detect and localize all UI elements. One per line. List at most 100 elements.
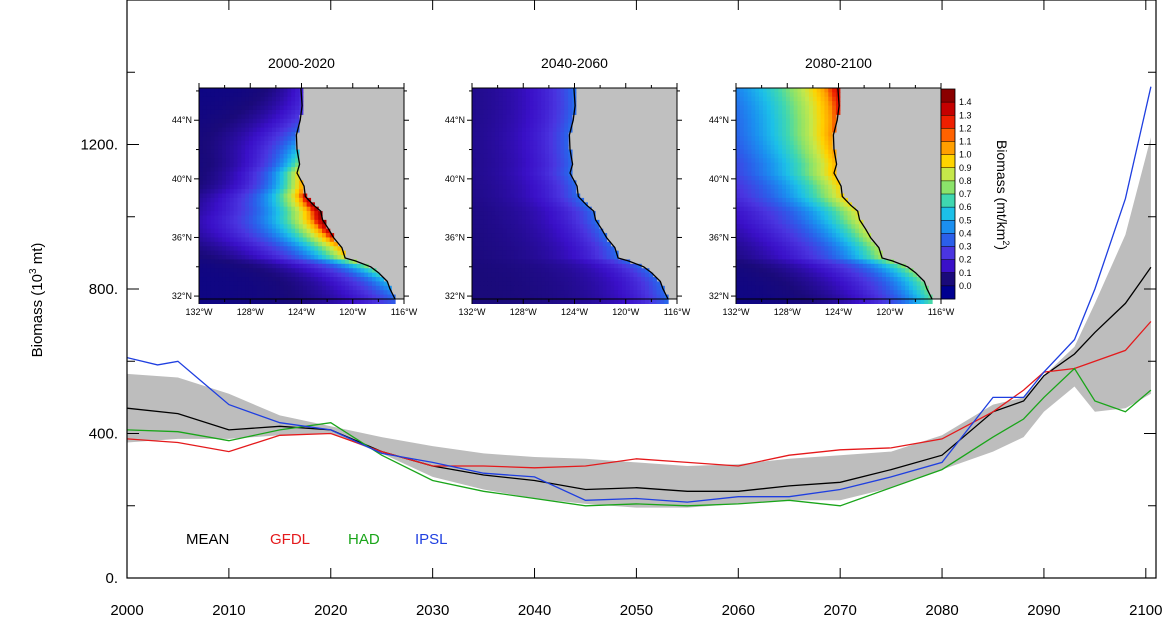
grid-cell — [743, 237, 749, 243]
grid-cell — [824, 263, 829, 269]
grid-cell — [502, 114, 508, 120]
grid-cell — [472, 241, 477, 247]
grid-cell — [506, 105, 512, 111]
grid-cell — [812, 197, 818, 203]
grid-cell — [885, 263, 891, 269]
grid-cell — [256, 92, 262, 98]
grid-cell — [652, 281, 658, 287]
grid-cell — [241, 250, 246, 256]
grid-cell — [560, 140, 565, 146]
grid-cell — [475, 272, 481, 278]
grid-cell — [283, 299, 288, 304]
grid-cell — [778, 171, 783, 177]
grid-cell — [805, 153, 810, 159]
grid-cell — [908, 272, 914, 278]
grid-cell — [743, 193, 749, 199]
grid-cell — [222, 224, 227, 230]
grid-cell — [248, 175, 254, 181]
grid-cell — [206, 189, 212, 195]
grid-cell — [287, 268, 292, 274]
grid-cell — [545, 211, 550, 217]
grid-cell — [529, 105, 535, 111]
grid-cell — [801, 127, 806, 133]
grid-cell — [275, 277, 281, 283]
grid-cell — [306, 224, 312, 230]
grid-cell — [537, 268, 542, 274]
grid-cell — [743, 105, 749, 111]
grid-cell — [521, 197, 527, 203]
grid-cell — [325, 246, 331, 252]
grid-cell — [472, 272, 477, 278]
grid-cell — [514, 88, 519, 93]
grid-cell — [870, 272, 875, 278]
grid-cell — [225, 171, 231, 177]
grid-cell — [245, 101, 250, 107]
grid-cell — [199, 250, 204, 256]
grid-cell — [233, 149, 239, 155]
grid-cell — [874, 299, 879, 304]
grid-cell — [322, 246, 327, 252]
grid-cell — [491, 158, 496, 164]
grid-cell — [479, 285, 485, 291]
grid-cell — [506, 268, 512, 274]
grid-cell — [885, 272, 891, 278]
grid-cell — [556, 285, 561, 291]
grid-cell — [210, 114, 215, 120]
grid-cell — [843, 211, 849, 217]
y-tick-label: 800. — [89, 281, 118, 298]
grid-cell — [218, 237, 223, 243]
grid-cell — [602, 299, 608, 304]
grid-cell — [245, 219, 250, 225]
grid-cell — [275, 228, 281, 234]
grid-cell — [548, 175, 554, 181]
grid-cell — [295, 246, 300, 252]
grid-cell — [487, 263, 492, 269]
grid-cell — [529, 109, 535, 115]
grid-cell — [383, 299, 388, 304]
grid-cell — [785, 241, 791, 247]
grid-cell — [556, 206, 561, 212]
grid-cell — [214, 237, 219, 243]
grid-cell — [225, 127, 231, 133]
grid-cell — [548, 162, 554, 168]
grid-cell — [797, 299, 802, 304]
grid-cell — [375, 294, 381, 300]
grid-cell — [506, 136, 512, 142]
grid-cell — [529, 299, 535, 304]
grid-cell — [770, 268, 776, 274]
grid-cell — [739, 197, 745, 203]
grid-cell — [245, 123, 250, 129]
grid-cell — [495, 237, 500, 243]
grid-cell — [498, 246, 504, 252]
grid-cell — [222, 281, 227, 287]
grid-cell — [747, 224, 752, 230]
grid-cell — [218, 246, 223, 252]
grid-cell — [287, 246, 292, 252]
grid-cell — [598, 290, 604, 296]
grid-cell — [793, 153, 799, 159]
grid-cell — [291, 233, 296, 239]
grid-cell — [774, 101, 779, 107]
grid-cell — [521, 96, 527, 102]
grid-cell — [766, 285, 772, 291]
grid-cell — [222, 268, 227, 274]
grid-cell — [483, 281, 488, 287]
grid-cell — [368, 281, 373, 287]
grid-cell — [782, 228, 787, 234]
grid-cell — [502, 101, 508, 107]
grid-cell — [766, 294, 772, 300]
grid-cell — [812, 158, 818, 164]
grid-cell — [809, 268, 814, 274]
grid-cell — [518, 277, 523, 283]
grid-cell — [556, 272, 561, 278]
grid-cell — [774, 105, 779, 111]
grid-cell — [268, 250, 273, 256]
grid-cell — [785, 277, 791, 283]
grid-cell — [751, 118, 756, 124]
grid-cell — [866, 263, 872, 269]
grid-cell — [789, 180, 795, 186]
grid-cell — [256, 127, 262, 133]
grid-cell — [525, 215, 531, 221]
grid-cell — [206, 145, 212, 151]
